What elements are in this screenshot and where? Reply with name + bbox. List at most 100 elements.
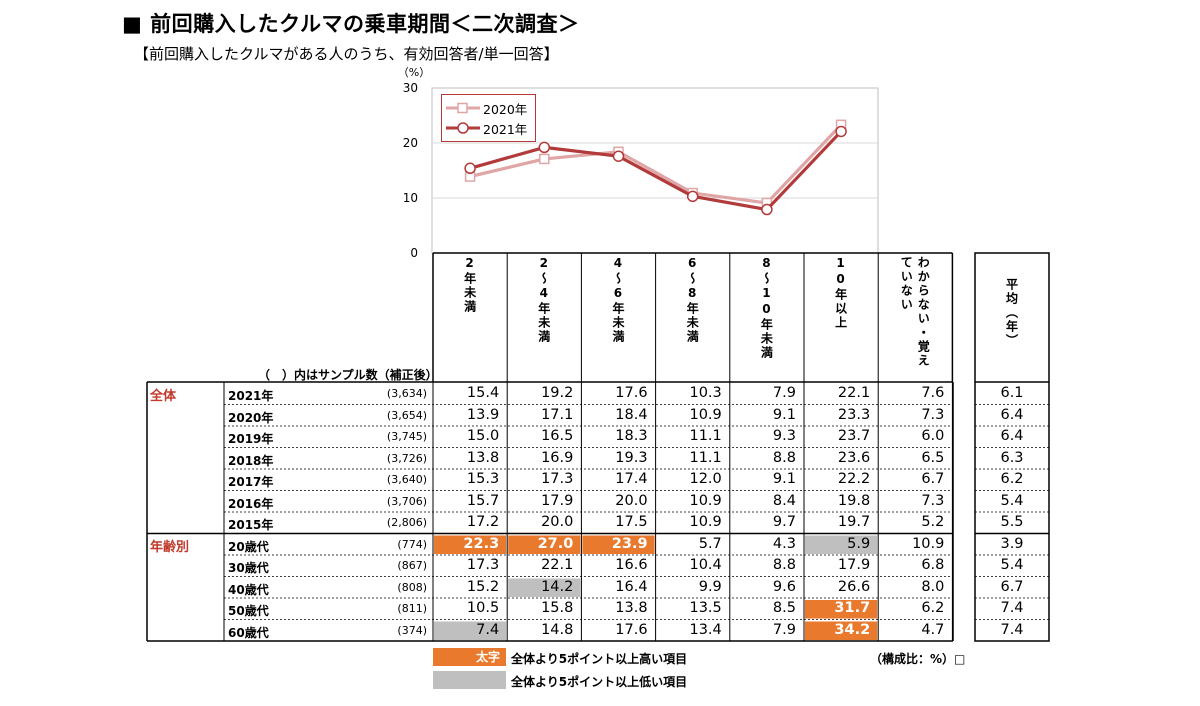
highlight-cell-high xyxy=(508,535,581,554)
table-cell: 7.3 xyxy=(921,492,945,509)
table-cell: 6.0 xyxy=(921,428,945,444)
table-cell: 17.2 xyxy=(466,514,500,530)
col-header-label: 6〜8年未満 xyxy=(685,256,700,344)
table-cell: 10.9 xyxy=(689,406,722,423)
y-tick-label: 30 xyxy=(403,81,418,95)
legend-marker-2021 xyxy=(446,122,480,134)
chart-legend: 2020年 2021年 xyxy=(441,94,536,142)
table-cell: 16.4 xyxy=(615,578,648,595)
highlight-cell-high xyxy=(434,535,507,554)
table-cell: 14.8 xyxy=(541,621,574,638)
point-series-2021 xyxy=(538,141,551,154)
row-sample-size: (867) xyxy=(397,559,427,572)
table-cell: 27.0 xyxy=(537,535,574,552)
table-cell: 14.2 xyxy=(541,578,574,595)
table-cell: 8.8 xyxy=(772,557,796,573)
table-cell: 16.6 xyxy=(615,557,648,573)
table-cell: 9.9 xyxy=(698,578,722,595)
y-tick-label: 10 xyxy=(403,191,418,205)
row-label: 2021年 xyxy=(228,389,274,403)
table-cell: 9.6 xyxy=(772,578,796,595)
table-cell: 9.3 xyxy=(772,428,796,444)
table-cell: 6.2 xyxy=(921,600,945,616)
table-cell: 18.4 xyxy=(615,406,648,423)
table-cell: 7.9 xyxy=(772,621,796,638)
legend-high-swatch: 太字 xyxy=(433,648,506,666)
table-cell: 17.1 xyxy=(541,406,574,423)
table-cell: 23.9 xyxy=(611,535,648,552)
table-cell: 10.9 xyxy=(689,492,722,509)
row-label: 30歳代 xyxy=(228,561,269,575)
table-cell: 20.0 xyxy=(541,514,574,530)
table-cell: 16.9 xyxy=(541,449,574,466)
row-label: 50歳代 xyxy=(228,604,269,618)
row-sample-size: (3,726) xyxy=(386,451,427,465)
highlight-cell-low xyxy=(434,621,507,640)
title-text: 前回購入したクルマの乗車期間＜二次調査＞ xyxy=(150,12,580,36)
highlight-cell-high xyxy=(582,535,655,554)
row-sample-size: (3,654) xyxy=(386,408,427,422)
table-cell: 13.4 xyxy=(689,621,722,638)
y-tick-label: 0 xyxy=(410,246,418,260)
table-cell: 19.3 xyxy=(615,449,648,466)
col-header: 6〜8年未満 xyxy=(656,256,730,376)
col-header-label: 2〜4年未満 xyxy=(536,256,551,344)
avg-cell: 7.4 xyxy=(1000,600,1024,616)
table-cell: 13.9 xyxy=(466,406,500,423)
legend-label-2021: 2021年 xyxy=(483,121,528,137)
table-cell: 26.6 xyxy=(837,578,871,595)
table-cell: 22.3 xyxy=(463,535,500,552)
col-header: 10年以上 xyxy=(804,256,878,376)
table-cell: 8.4 xyxy=(772,492,796,509)
table-cell: 7.3 xyxy=(921,406,945,423)
row-label: 2020年 xyxy=(228,410,274,425)
row-sample-size: (808) xyxy=(397,580,427,594)
table-cell: 34.2 xyxy=(834,621,871,638)
table-cell: 5.2 xyxy=(921,514,945,530)
table-cell: 6.5 xyxy=(921,449,945,466)
sample-size-note: （ ）内はサンプル数（補正後） xyxy=(258,368,438,382)
table-cell: 7.9 xyxy=(772,385,796,401)
composition-note: （構成比：%）□ xyxy=(870,650,965,667)
point-series-2021 xyxy=(835,125,847,138)
avg-column-box xyxy=(974,252,1050,642)
table-cell: 9.7 xyxy=(772,514,796,530)
table-cell: 23.3 xyxy=(837,406,871,423)
avg-cell: 5.4 xyxy=(1000,557,1024,573)
row-sample-size: (3,745) xyxy=(386,430,427,443)
composition-text: （構成比：%） xyxy=(870,652,955,666)
table-cell: 19.2 xyxy=(541,385,574,401)
highlight-cell-high xyxy=(805,600,878,619)
table-cell: 31.7 xyxy=(834,600,871,616)
row-sample-size: (811) xyxy=(397,602,427,615)
avg-cell: 6.4 xyxy=(1000,428,1024,444)
table-cell: 15.4 xyxy=(466,385,500,401)
row-label: 40歳代 xyxy=(228,582,269,597)
highlight-cell-low xyxy=(805,535,878,554)
table-cell: 10.3 xyxy=(689,385,722,401)
point-series-2021 xyxy=(686,190,699,203)
table-cell: 4.3 xyxy=(772,535,796,552)
table-cell: 11.1 xyxy=(689,428,722,444)
table-cell: 16.5 xyxy=(541,428,574,444)
row-sample-size: (374) xyxy=(397,623,427,637)
col-header-label: 2年未満 xyxy=(462,256,477,314)
legend-item-2020: 2020年 xyxy=(446,100,527,117)
row-label: 2015年 xyxy=(228,518,274,532)
table-cell: 19.7 xyxy=(837,514,871,530)
legend-low-text: 全体より5ポイント以上低い項目 xyxy=(511,675,688,689)
point-series-2021 xyxy=(612,150,625,162)
col-header-label: 4〜6年未満 xyxy=(610,256,625,344)
table-cell: 7.6 xyxy=(921,385,945,401)
group-label: 全体 xyxy=(150,389,177,404)
point-series-2021 xyxy=(464,162,476,175)
table-cell: 10.4 xyxy=(689,557,722,573)
avg-cell: 6.4 xyxy=(1000,406,1024,423)
y-tick-label: 20 xyxy=(403,136,418,150)
avg-cell: 5.5 xyxy=(1000,514,1024,530)
point-series-2020 xyxy=(539,153,550,165)
avg-col-header-label: 平均（年） xyxy=(1004,278,1019,348)
avg-cell: 3.9 xyxy=(1000,535,1024,552)
table-cell: 15.8 xyxy=(541,600,574,616)
group-label: 年齢別 xyxy=(150,539,190,555)
